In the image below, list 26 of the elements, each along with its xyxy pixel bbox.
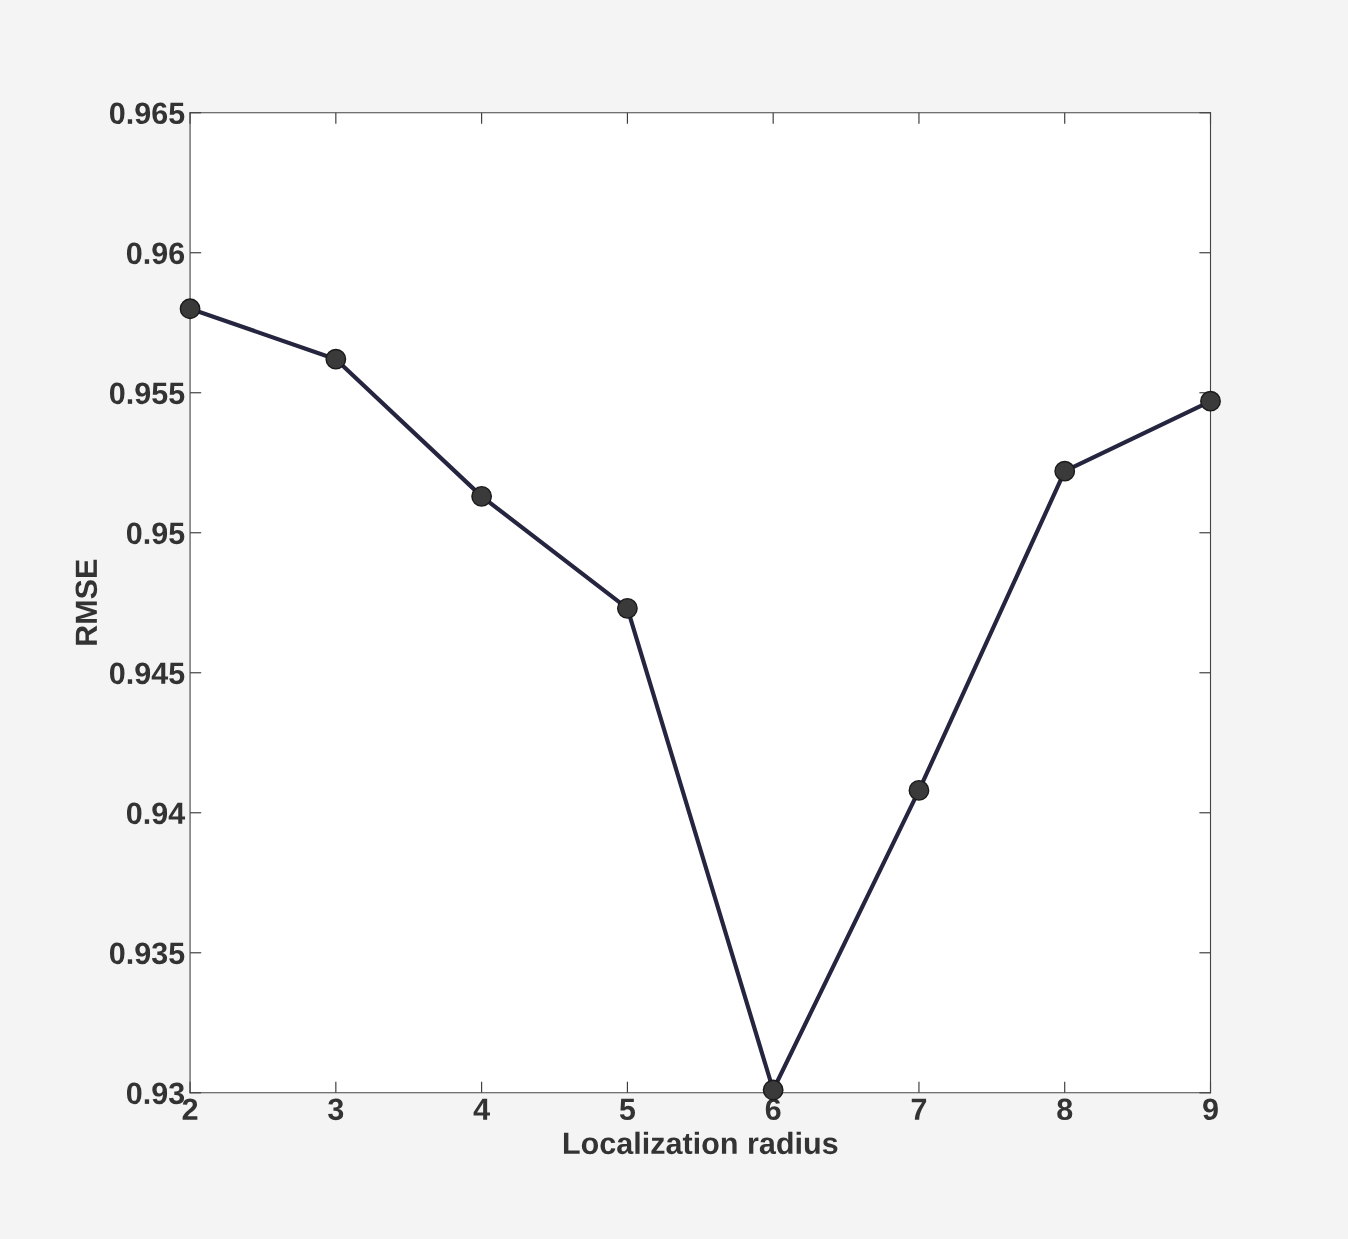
y-tick-label: 0.965 xyxy=(109,102,185,125)
point xyxy=(1200,390,1221,412)
point xyxy=(616,597,638,619)
x-tick-label: 5 xyxy=(619,1098,636,1121)
point xyxy=(179,298,201,320)
point xyxy=(1054,460,1076,482)
y-tick-label: 0.945 xyxy=(109,662,185,685)
y-axis-title: RMSE xyxy=(75,559,98,645)
x-tick-label: 6 xyxy=(765,1098,781,1121)
point xyxy=(471,485,493,507)
x-tick-label: 3 xyxy=(328,1098,344,1121)
y-tick-label: 0.94 xyxy=(126,802,186,825)
y-tick-label: 0.96 xyxy=(126,242,185,265)
point xyxy=(908,779,930,801)
x-tick-label: 4 xyxy=(473,1098,490,1120)
y-tick-label: 0.935 xyxy=(109,942,185,965)
x-tick-label: 8 xyxy=(1057,1098,1073,1121)
y-tick-label: 0.955 xyxy=(109,382,185,405)
x-tick-label: 2 xyxy=(182,1098,198,1120)
x-axis-title: Localization radius xyxy=(563,1131,838,1155)
point xyxy=(762,1079,784,1101)
point xyxy=(325,348,347,370)
x-tick-label: 9 xyxy=(1203,1098,1218,1121)
y-tick-label: 0.95 xyxy=(126,522,185,545)
y-tick-label: 0.93 xyxy=(126,1082,185,1105)
x-tick-label: 7 xyxy=(911,1098,927,1120)
